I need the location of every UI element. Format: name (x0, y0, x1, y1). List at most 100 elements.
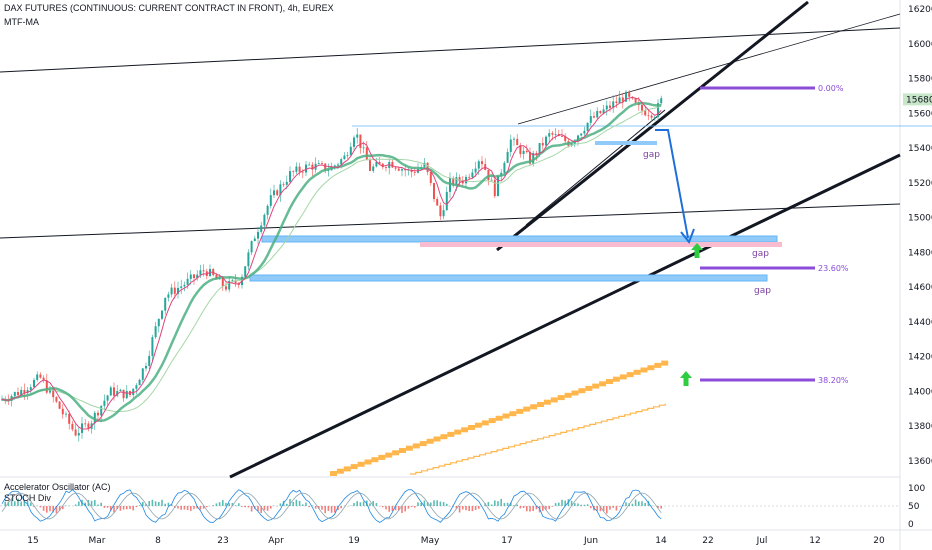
oscillator-bar (471, 506, 474, 512)
orange-step-block (399, 448, 406, 453)
oscillator-bar (558, 502, 560, 506)
candle-body (36, 374, 39, 380)
oscillator-bar (474, 506, 477, 511)
orange-step-block (385, 452, 393, 458)
candle-body (77, 432, 80, 436)
candle-body (596, 110, 599, 118)
candle-body (375, 162, 378, 167)
ma-slow-thin (1, 105, 662, 412)
candle-body (221, 277, 224, 287)
oscillator-bar (583, 504, 586, 506)
oscillator-bar (42, 506, 45, 511)
candle-body (20, 389, 23, 396)
candle-body (369, 160, 371, 171)
oscillator-bar (94, 500, 96, 506)
oscillator-bar (177, 506, 179, 509)
orange-step-block (571, 390, 579, 396)
oscillator-bar (318, 506, 320, 510)
oscillator-bar (129, 506, 131, 510)
candle-body (87, 423, 90, 429)
oscillator-bar (398, 506, 400, 511)
candle-body (103, 400, 106, 406)
oscillator-bar (631, 503, 634, 506)
price-tick-label: 14800 (908, 248, 932, 258)
orange-step-block (640, 367, 648, 373)
price-tick-label: 15800 (908, 75, 932, 85)
oscillator-bar (55, 506, 58, 514)
orange-step-block (336, 468, 344, 474)
oscillator-bar (641, 501, 643, 506)
oscillator-tick-label: 0 (908, 520, 914, 530)
orange-step-block (633, 369, 641, 375)
annotations: 0.00% 23.60% 38.20% (655, 84, 849, 386)
oscillator-bar (436, 500, 438, 506)
oscillator-bar (577, 503, 579, 506)
candle-body (493, 179, 496, 197)
candle-body (135, 385, 138, 389)
oscillator-bar (529, 506, 531, 512)
candle-body (81, 423, 83, 433)
oscillator-bar (193, 506, 195, 509)
oscillator-bar (401, 506, 403, 514)
oscillator-bar (503, 502, 506, 506)
oscillator-bar (625, 502, 627, 506)
candle-body (343, 155, 346, 160)
candle-body (282, 184, 285, 186)
candle-body (125, 390, 128, 399)
candle-body (49, 389, 51, 393)
candle-body (321, 163, 323, 164)
oscillator-bar (250, 506, 253, 512)
orange-step-block (350, 464, 358, 470)
orange-step-block (543, 399, 551, 405)
candle-body (365, 147, 368, 161)
candles (1, 89, 663, 442)
candle-body (244, 266, 247, 277)
orange-step-block (474, 422, 482, 428)
candle-body (580, 133, 583, 136)
oscillator-bar (321, 506, 323, 510)
oscillator-bar (526, 506, 528, 512)
candle-body (327, 170, 330, 172)
oscillator-bar (362, 501, 365, 506)
candle-body (340, 159, 343, 165)
oscillator-bar (151, 499, 154, 506)
oscillator-bar (359, 502, 362, 506)
oscillator-bar (212, 505, 214, 506)
candle-body (621, 97, 624, 102)
candle-body (132, 388, 135, 396)
oscillator-bar (548, 506, 550, 510)
oscillator-bar (142, 502, 144, 506)
oscillator-bar (542, 506, 544, 511)
candle-body (362, 147, 365, 149)
candle-body (628, 91, 631, 97)
orange-step-block (612, 376, 620, 382)
time-tick-label: 17 (501, 536, 512, 546)
time-tick-label: May (421, 536, 440, 546)
oscillator-bar (532, 506, 534, 512)
oscillator-bar (110, 506, 112, 511)
oscillator-bar (14, 501, 16, 506)
candle-body (42, 377, 45, 381)
candle-body (564, 136, 567, 142)
candle-body (423, 162, 426, 168)
orange-step-block (530, 404, 538, 410)
oscillator-bar (324, 506, 326, 514)
oscillator-bar (132, 506, 134, 511)
oscillator-bar (369, 503, 371, 506)
orange-step-block (330, 471, 337, 476)
candle-body (513, 138, 515, 140)
up-arrow (691, 243, 703, 258)
orange-step-block (523, 406, 531, 412)
oscillator-bar (586, 504, 589, 506)
candle-body (295, 166, 298, 172)
candle-body (647, 115, 650, 117)
oscillator-bar (314, 506, 317, 509)
orange-step-block (412, 443, 420, 449)
price-tick-label: 15200 (908, 179, 932, 189)
candle-body (138, 379, 141, 386)
price-tick-label: 14600 (908, 283, 932, 293)
time-tick-label: 14 (655, 536, 667, 546)
oscillator-bar (263, 506, 266, 511)
wedge-top-line (517, 13, 901, 125)
